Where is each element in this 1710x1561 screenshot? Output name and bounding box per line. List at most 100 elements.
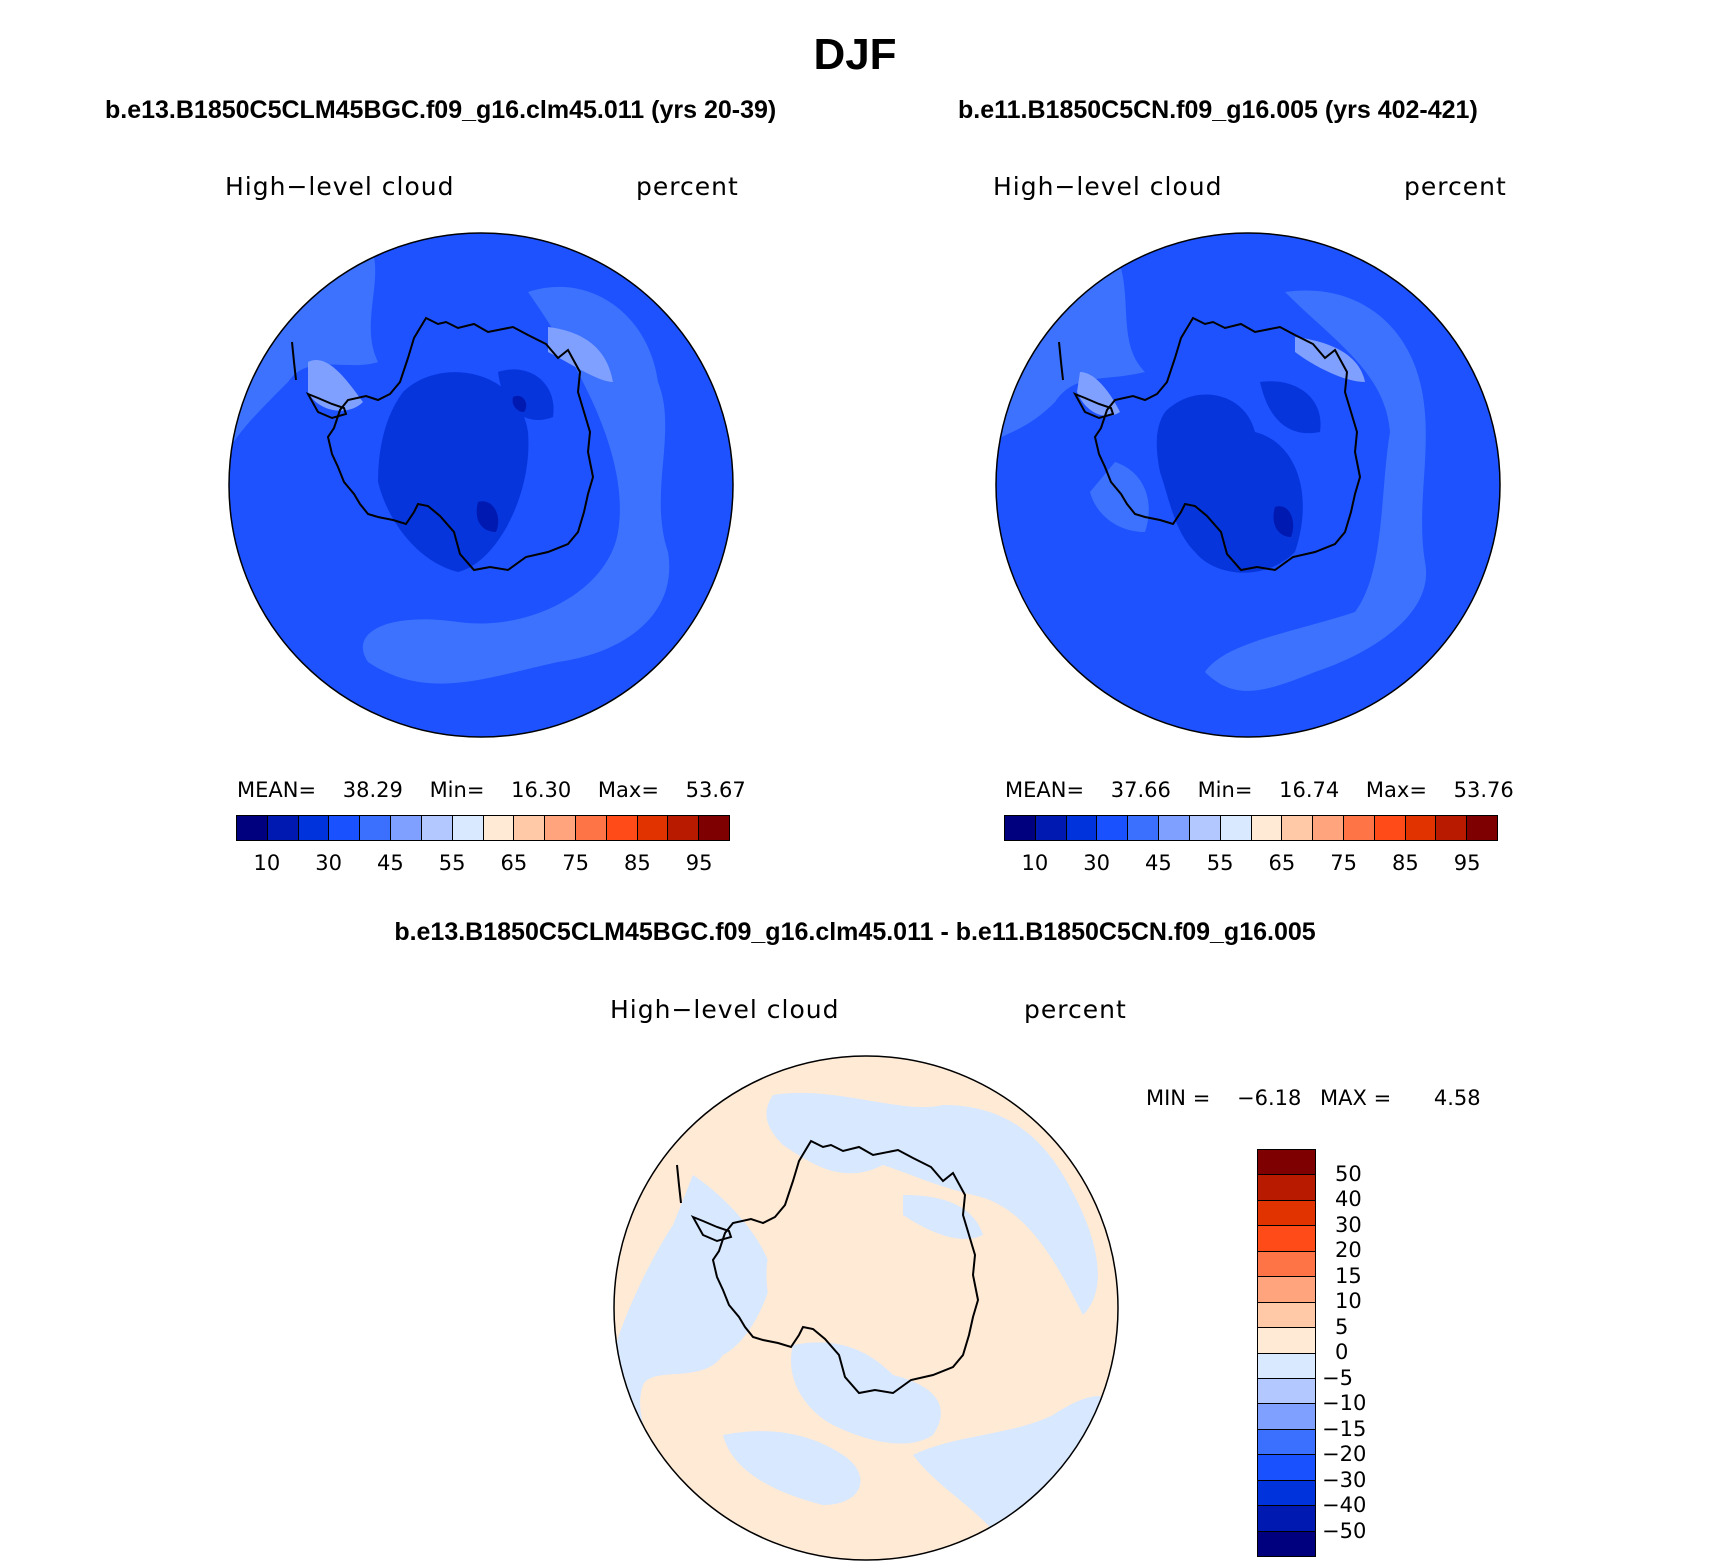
colorbar-tick-label: 95 [1453,851,1481,875]
colorbar-box [1258,1429,1315,1456]
colorbar-box [1258,1506,1315,1532]
colorbar-box [1258,1226,1315,1252]
colorbar-box [606,816,638,840]
panel-1-mean-label: MEAN= [237,778,317,802]
panel-2-field-region [1077,372,1120,416]
colorbar-tick-label: −5 [1322,1365,1353,1390]
panel-2-max-label: Max= [1365,778,1427,802]
colorbar-tick-label: 5 [1335,1314,1349,1339]
colorbar-tick-label: 85 [624,851,651,875]
colorbar-box [421,816,453,840]
colorbar-box [1097,816,1129,840]
colorbar-box [699,816,729,840]
colorbar-box [360,816,392,840]
panel-1-field-region [498,369,554,420]
diff-min-label: MIN = [1146,1086,1211,1110]
main-title: DJF [813,30,897,79]
colorbar-tick-label: 75 [1330,851,1357,875]
colorbar-box [1258,1531,1315,1556]
colorbar-tick-label: 20 [1335,1238,1362,1262]
colorbar-tick-label: −40 [1322,1493,1367,1517]
colorbar-box [1258,1480,1315,1507]
colorbar-box [1405,816,1437,840]
colorbar-tick-label: 95 [685,851,713,875]
colorbar-box [1251,816,1283,840]
panel-1-coastline [326,316,595,572]
diff-min-value: −6.18 [1236,1086,1302,1110]
colorbar-tick-label: 85 [1392,851,1419,875]
colorbar-box [267,816,299,840]
panel-2-mean-label: MEAN= [1005,778,1085,802]
panel-2-min-label: Min= [1197,778,1253,802]
panel-2-mean-value: 37.66 [1110,778,1171,802]
colorbar-tick-label: 30 [1083,851,1110,875]
colorbar-tick-label: −15 [1322,1416,1367,1441]
diff-case-title: b.e13.B1850C5CLM45BGC.f09_g16.clm45.011 … [394,918,1316,946]
diff-colorbar [1257,1149,1316,1557]
panel-1-case-title: b.e13.B1850C5CLM45BGC.f09_g16.clm45.011 … [105,96,777,124]
colorbar-box [1005,816,1036,840]
panel-1-max-value: 53.67 [685,778,746,802]
colorbar-box [1035,816,1067,840]
diff-field-negative [614,1175,773,1455]
colorbar-tick-label: −20 [1322,1442,1367,1466]
colorbar-box [1343,816,1375,840]
colorbar-box [1282,816,1314,840]
panel-1-field-region [362,286,670,684]
panel-2-coastline [1093,316,1362,572]
diff-polar-map [613,1055,1119,1561]
colorbar-box [1189,816,1221,840]
colorbar-tick-label: 10 [253,851,281,875]
panel-1-min-value: 16.30 [511,778,572,802]
colorbar-tick-label: 10 [1335,1289,1362,1313]
colorbar-box [298,816,330,840]
diff-units-label: percent [1024,995,1127,1024]
colorbar-tick-label: 10 [1021,851,1049,875]
colorbar-box [237,816,268,840]
colorbar-box [637,816,669,840]
colorbar-box [1436,816,1468,840]
colorbar-box [1128,816,1160,840]
diff-coastline [690,1215,733,1243]
panel-1-field-region [512,395,527,412]
panel-1-field-region [548,327,613,382]
colorbar-box [1258,1455,1315,1481]
panel-1-coastline [305,392,348,420]
panel-1-field-region [308,360,363,411]
panel-1-min-label: Min= [429,778,485,802]
diff-max-label: MAX = [1320,1086,1392,1110]
colorbar-tick-label: 15 [1335,1263,1362,1288]
colorbar-box [1258,1404,1315,1430]
colorbar-box [1258,1328,1315,1354]
panel-2-field-region [1156,394,1303,573]
colorbar-box [1066,816,1098,840]
colorbar-box [1258,1251,1315,1278]
colorbar-box [1220,816,1252,840]
panel-1-units-label: percent [636,172,739,201]
panel-1-stats: MEAN= 38.29 Min= 16.30 Max= 53.67 [237,778,746,802]
colorbar-box [329,816,361,840]
panel-2-polar-map [995,232,1501,738]
panel-1-polar-map [228,232,734,738]
colorbar-tick-label: 65 [1268,851,1296,875]
panel-2-coastline [1058,341,1064,381]
colorbar-tick-label: −10 [1322,1391,1367,1415]
colorbar-tick-label: 40 [1335,1187,1362,1211]
panel-1-colorbar [236,815,730,841]
panel-2-field-region [1205,290,1427,691]
colorbar-box [668,816,700,840]
panel-2-stats: MEAN= 37.66 Min= 16.74 Max= 53.76 [1005,778,1514,802]
colorbar-box [391,816,422,840]
colorbar-tick-label: 45 [377,851,404,875]
colorbar-tick-label: 55 [1206,851,1234,875]
colorbar-box [1258,1277,1315,1303]
colorbar-box [514,816,546,840]
panel-1-mean-value: 38.29 [342,778,403,802]
colorbar-box [483,816,515,840]
panel-2-field-region [1295,337,1365,382]
panel-2-field-region [1260,381,1321,434]
diff-variable-label: High−level cloud [610,995,840,1024]
colorbar-box [1258,1150,1315,1176]
colorbar-tick-label: 50 [1335,1161,1362,1186]
colorbar-box [1313,816,1344,840]
